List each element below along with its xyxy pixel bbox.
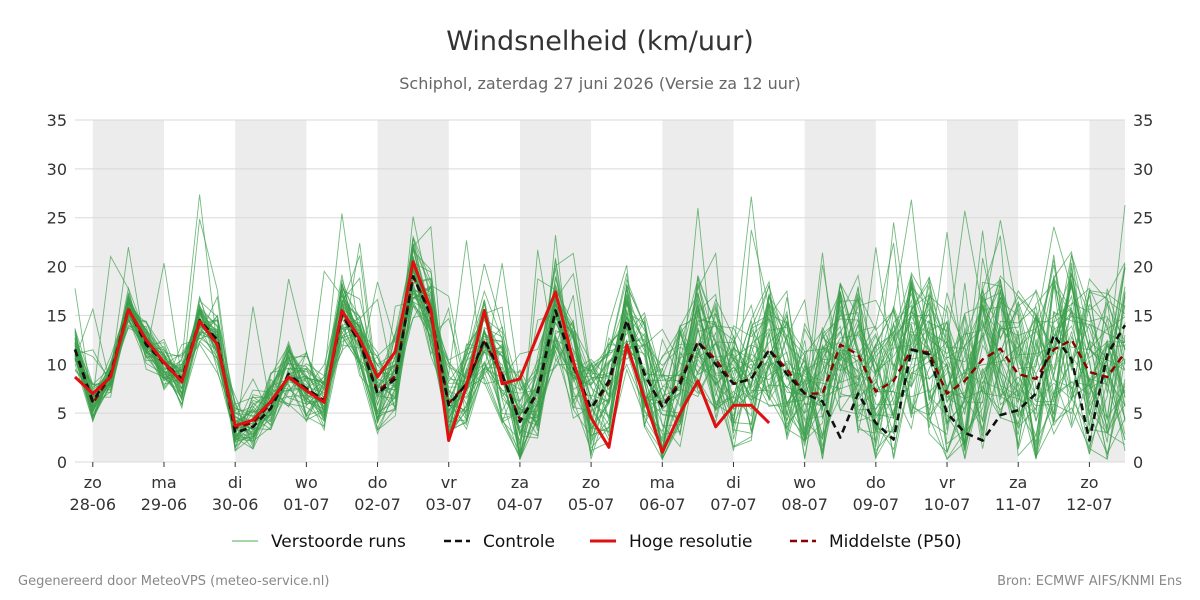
legend-label: Hoge resolutie bbox=[629, 532, 753, 552]
ensemble-member-line bbox=[74, 263, 1126, 460]
y-tick-label-left: 15 bbox=[47, 306, 67, 325]
footer-left: Gegenereerd door MeteoVPS (meteo-service… bbox=[18, 574, 329, 589]
y-tick-label-right: 25 bbox=[1133, 209, 1153, 228]
ensemble-member-line bbox=[74, 237, 1126, 460]
x-tick-date: 06-07 bbox=[639, 495, 686, 514]
x-tick-date: 08-07 bbox=[781, 495, 828, 514]
x-tick-day: di bbox=[726, 473, 741, 492]
x-tick-day: wo bbox=[793, 473, 816, 492]
x-tick-day: di bbox=[228, 473, 243, 492]
y-tick-label-right: 30 bbox=[1133, 160, 1153, 179]
ensemble-member-line bbox=[74, 267, 1126, 460]
y-tick-label-right: 5 bbox=[1133, 404, 1143, 423]
y-tick-label-left: 5 bbox=[57, 404, 67, 423]
x-tick-date: 02-07 bbox=[354, 495, 401, 514]
y-tick-label-right: 10 bbox=[1133, 355, 1153, 374]
x-tick-day: vr bbox=[441, 473, 457, 492]
x-tick-date: 05-07 bbox=[568, 495, 615, 514]
x-tick-day: zo bbox=[1080, 473, 1098, 492]
control-line bbox=[73, 274, 1127, 442]
y-axis-right: 0 5 10 15 20 25 30 35 bbox=[1133, 111, 1153, 472]
ensemble-member-line bbox=[74, 249, 1126, 458]
chart-title: Windsnelheid (km/uur) bbox=[446, 26, 754, 57]
day-shading bbox=[92, 120, 1125, 462]
y-tick-label-right: 15 bbox=[1133, 306, 1153, 325]
x-tick-day: za bbox=[1009, 473, 1027, 492]
x-tick-day: wo bbox=[295, 473, 318, 492]
y-tick-label-left: 0 bbox=[57, 453, 67, 472]
x-tick-date: 11-07 bbox=[995, 495, 1042, 514]
x-tick-date: 10-07 bbox=[924, 495, 971, 514]
x-tick-day: zo bbox=[84, 473, 102, 492]
ensemble-member-line bbox=[74, 196, 1126, 454]
ensemble-member-line bbox=[74, 273, 1126, 438]
y-tick-label-left: 35 bbox=[47, 111, 67, 130]
x-tick-date: 07-07 bbox=[710, 495, 757, 514]
median-p50-line bbox=[73, 275, 1126, 429]
x-tick-day: ma bbox=[650, 473, 675, 492]
legend: Verstoorde runs Controle Hoge resolutie Mid… bbox=[232, 532, 962, 552]
y-tick-label-left: 25 bbox=[47, 209, 67, 228]
legend-label: Verstoorde runs bbox=[271, 532, 406, 552]
x-tick-date: 09-07 bbox=[853, 495, 900, 514]
y-tick-label-left: 20 bbox=[47, 258, 67, 277]
ensemble-member-line bbox=[74, 199, 1126, 454]
x-tick-date: 04-07 bbox=[497, 495, 544, 514]
day-band bbox=[92, 120, 164, 462]
footer-right: Bron: ECMWF AIFS/KNMI Ens bbox=[997, 574, 1182, 589]
x-tick-day: do bbox=[368, 473, 388, 492]
x-tick-date: 12-07 bbox=[1066, 495, 1113, 514]
y-tick-label-right: 0 bbox=[1133, 453, 1143, 472]
ensemble-member-line bbox=[74, 250, 1126, 452]
x-tick-date: 01-07 bbox=[283, 495, 330, 514]
day-band bbox=[662, 120, 734, 462]
chart-subtitle: Schiphol, zaterdag 27 juni 2026 (Versie … bbox=[399, 74, 800, 93]
ensemble-member-line bbox=[74, 245, 1126, 460]
y-tick-label-right: 35 bbox=[1133, 111, 1153, 130]
legend-label: Middelste (P50) bbox=[829, 532, 962, 552]
x-tick-date: 03-07 bbox=[425, 495, 472, 514]
ensemble-member-line bbox=[74, 260, 1126, 451]
x-tick-day: vr bbox=[939, 473, 955, 492]
x-tick-date: 30-06 bbox=[212, 495, 259, 514]
y-axis-left: 0 5 10 15 20 25 30 35 bbox=[47, 111, 67, 472]
main-series bbox=[73, 260, 1127, 454]
x-tick-day: za bbox=[511, 473, 529, 492]
y-tick-label-left: 10 bbox=[47, 355, 67, 374]
x-axis: zo 28-06 ma 29-06 di 30-06 wo 01-07 do 02-07 vr 03-… bbox=[70, 462, 1113, 514]
x-tick-day: zo bbox=[582, 473, 600, 492]
legend-label: Controle bbox=[483, 532, 555, 552]
x-tick-day: do bbox=[866, 473, 886, 492]
ensemble-member-line bbox=[74, 262, 1126, 460]
x-tick-date: 28-06 bbox=[70, 495, 117, 514]
x-tick-date: 29-06 bbox=[141, 495, 188, 514]
y-tick-label-left: 30 bbox=[47, 160, 67, 179]
ensemble-member-line bbox=[74, 205, 1126, 459]
high-resolution-line bbox=[73, 260, 771, 454]
x-tick-day: ma bbox=[151, 473, 176, 492]
y-tick-label-right: 20 bbox=[1133, 258, 1153, 277]
